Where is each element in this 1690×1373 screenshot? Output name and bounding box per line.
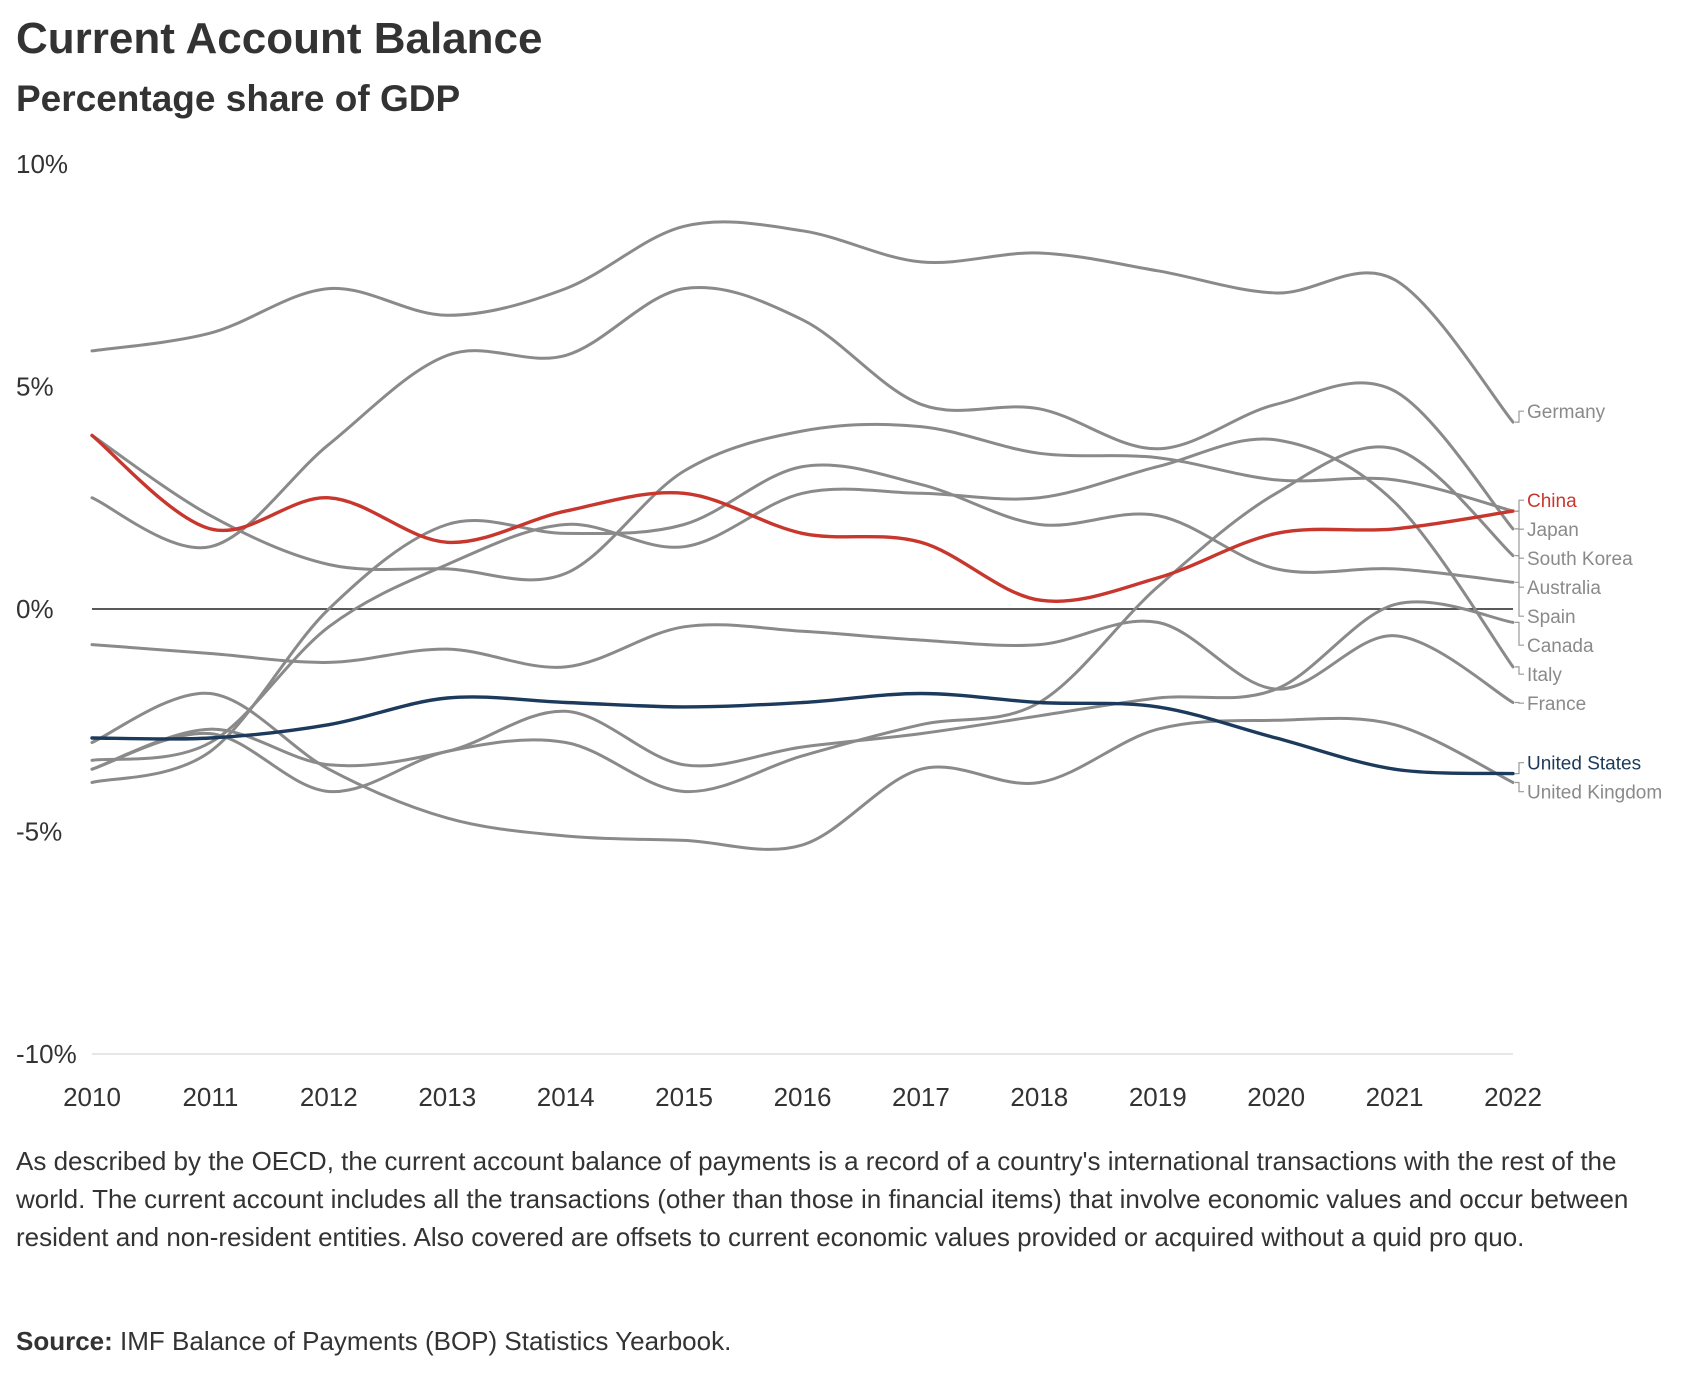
end-label-leader-italy [1515, 666, 1524, 675]
series-line-japan [90, 422, 1515, 582]
chart-title: Current Account Balance [16, 14, 543, 63]
x-tick-label: 2018 [1010, 1082, 1068, 1112]
series-line-germany [90, 220, 1515, 424]
series-layer [90, 220, 1515, 851]
end-label-leader-united-states [1515, 762, 1524, 775]
end-label-china: China [1527, 491, 1577, 512]
end-label-italy: Italy [1527, 665, 1562, 686]
end-label-leader-germany [1515, 410, 1524, 423]
x-tick-label: 2012 [300, 1082, 358, 1112]
series-line-united-kingdom [90, 691, 1515, 851]
end-label-spain: Spain [1527, 607, 1576, 628]
end-label-leader-south-korea [1515, 528, 1524, 559]
series-line-china [90, 433, 1515, 603]
x-tick-label: 2010 [63, 1082, 121, 1112]
end-label-germany: Germany [1527, 402, 1606, 423]
chart-description: As described by the OECD, the current ac… [16, 1146, 1629, 1252]
series-line-australia [90, 445, 1515, 794]
end-label-leader-australia [1515, 555, 1524, 588]
end-label-canada: Canada [1527, 636, 1594, 657]
line-chart: 10% 5% 0% -5% -10% Germany China Japan South Ko… [16, 149, 1662, 1112]
x-tick-label: 2019 [1129, 1082, 1187, 1112]
series-line-france [90, 619, 1515, 704]
y-tick-label: 5% [16, 372, 54, 402]
end-label-japan: Japan [1527, 520, 1579, 541]
series-line-canada [90, 600, 1515, 771]
end-label-united-kingdom: United Kingdom [1527, 783, 1662, 804]
y-tick-label: 10% [16, 149, 68, 179]
end-label-australia: Australia [1527, 578, 1601, 599]
x-tick-label: 2022 [1484, 1082, 1542, 1112]
x-tick-label: 2016 [774, 1082, 832, 1112]
end-label-france: France [1527, 694, 1586, 715]
source-note: Source: IMF Balance of Payments (BOP) St… [16, 1326, 731, 1357]
x-tick-label: 2021 [1366, 1082, 1424, 1112]
y-tick-label: -5% [16, 817, 62, 847]
series-line-united-states [90, 691, 1515, 776]
end-label-leader-japan [1515, 510, 1524, 530]
x-tick-label: 2017 [892, 1082, 950, 1112]
end-label-leader-spain [1515, 581, 1524, 617]
end-label-layer: Germany China Japan South Korea Australia Spa… [1515, 402, 1662, 804]
series-line-south-korea [90, 286, 1515, 550]
chart-subtitle: Percentage share of GDP [16, 78, 461, 119]
x-tick-label: 2011 [182, 1082, 238, 1112]
x-tick-label: 2020 [1247, 1082, 1305, 1112]
y-tick-label: -10% [16, 1039, 77, 1069]
x-tick-label: 2014 [537, 1082, 595, 1112]
source-label: Source: [16, 1326, 113, 1356]
x-tick-label: 2015 [655, 1082, 713, 1112]
series-line-spain [90, 463, 1515, 784]
end-label-leader-france [1515, 701, 1524, 704]
grid-layer: 10% 5% 0% -5% -10% [16, 149, 1513, 1069]
series-line-italy [90, 437, 1515, 762]
end-label-leader-china [1515, 499, 1524, 512]
end-label-leader-canada [1515, 621, 1524, 646]
end-label-leader-united-kingdom [1515, 781, 1524, 793]
x-tick-label: 2013 [418, 1082, 476, 1112]
source-text: IMF Balance of Payments (BOP) Statistics… [112, 1326, 732, 1356]
x-axis: 2010 2011 2012 2013 2014 2015 2016 2017 2018 2019… [63, 1082, 1542, 1112]
end-label-united-states: United States [1527, 754, 1641, 775]
y-tick-label: 0% [16, 594, 54, 624]
end-label-south-korea: South Korea [1527, 549, 1633, 570]
